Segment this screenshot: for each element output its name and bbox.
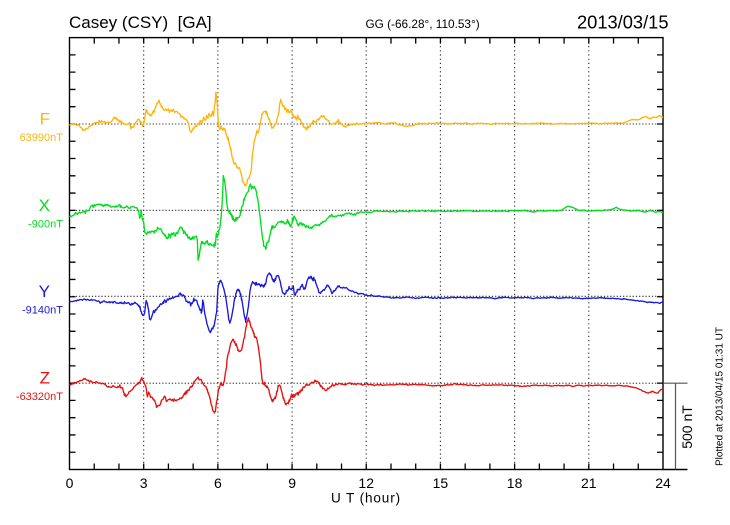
svg-text:Casey (CSY) [GA]: Casey (CSY) [GA] [69,13,212,32]
svg-text:Y: Y [39,282,50,301]
svg-text:9: 9 [288,475,296,491]
svg-text:U T (hour): U T (hour) [331,491,401,506]
svg-text:63990nT: 63990nT [20,132,64,144]
svg-text:F: F [40,110,50,129]
svg-text:X: X [39,196,50,215]
svg-text:500 nT: 500 nT [679,405,695,449]
svg-text:-900nT: -900nT [28,218,63,230]
svg-text:24: 24 [655,475,671,491]
svg-text:12: 12 [358,475,374,491]
svg-text:2013/03/15: 2013/03/15 [577,12,669,33]
svg-text:-9140nT: -9140nT [22,304,63,316]
svg-text:3: 3 [140,475,148,491]
svg-text:0: 0 [66,475,74,491]
svg-text:-63320nT: -63320nT [16,391,63,403]
svg-text:21: 21 [581,475,597,491]
svg-text:15: 15 [433,475,449,491]
svg-text:GG (-66.28°, 110.53°): GG (-66.28°, 110.53°) [366,17,480,31]
svg-text:18: 18 [507,475,523,491]
svg-text:Z: Z [40,369,50,388]
svg-text:6: 6 [214,475,222,491]
svg-text:Plotted at 2013/04/15 01:31 UT: Plotted at 2013/04/15 01:31 UT [715,327,726,466]
